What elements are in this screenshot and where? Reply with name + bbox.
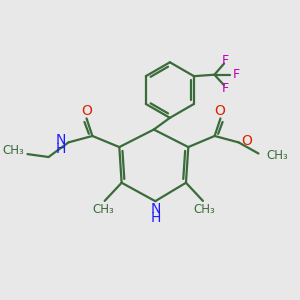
Text: O: O [82,103,93,118]
Text: H: H [151,211,161,225]
Text: F: F [222,82,229,95]
Text: N: N [56,133,66,147]
Text: F: F [222,54,229,67]
Text: O: O [241,134,252,148]
Text: F: F [232,68,240,81]
Text: CH₃: CH₃ [267,149,288,162]
Text: CH₃: CH₃ [194,202,215,216]
Text: CH₃: CH₃ [92,202,114,216]
Text: O: O [214,103,225,118]
Text: H: H [56,142,66,156]
Text: CH₃: CH₃ [3,144,25,157]
Text: N: N [151,202,161,216]
